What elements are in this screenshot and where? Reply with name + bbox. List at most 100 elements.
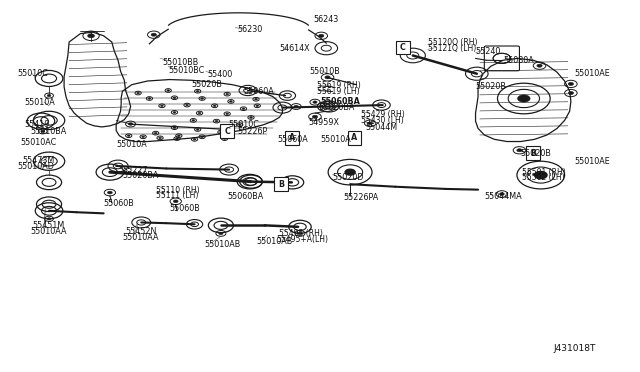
FancyBboxPatch shape [348,131,362,145]
Text: 55501 (RH): 55501 (RH) [522,168,566,177]
Circle shape [226,113,228,115]
Circle shape [250,117,252,118]
Text: 55619 (RH): 55619 (RH) [317,81,360,90]
Text: 55080A: 55080A [503,57,534,65]
Circle shape [167,90,170,91]
FancyBboxPatch shape [274,177,288,191]
Text: 55010AA: 55010AA [30,227,67,236]
Text: 55227: 55227 [122,166,148,175]
Text: 55010A: 55010A [116,140,147,148]
Text: A: A [351,134,358,142]
Circle shape [193,139,196,140]
Text: 55226PA: 55226PA [344,193,379,202]
Text: 55060A: 55060A [277,135,308,144]
Text: 55111 (LH): 55111 (LH) [156,191,198,201]
Text: C: C [224,127,230,136]
Text: 56230: 56230 [237,25,262,34]
Circle shape [213,105,216,106]
Text: 55020D: 55020D [333,173,364,182]
Circle shape [298,232,302,235]
Circle shape [142,136,145,138]
Circle shape [368,122,372,125]
Text: 55010AB: 55010AB [256,237,292,246]
Text: B: B [278,180,284,189]
Circle shape [312,115,317,118]
Circle shape [256,105,259,106]
Circle shape [226,93,228,95]
Circle shape [88,34,95,38]
Circle shape [129,123,132,125]
Circle shape [239,124,241,125]
Circle shape [242,108,244,109]
Circle shape [198,112,201,114]
Circle shape [201,136,204,138]
Text: 55010B: 55010B [309,67,340,76]
Circle shape [230,101,232,102]
Text: 55010AC: 55010AC [20,138,56,147]
Text: 55400: 55400 [207,70,232,79]
Circle shape [534,171,547,179]
Circle shape [127,135,130,137]
Text: 54959X: 54959X [308,118,340,128]
Text: 55020B: 55020B [191,80,222,89]
Text: 55473M: 55473M [22,156,54,165]
Text: 55010BC: 55010BC [168,65,204,74]
Text: 56243: 56243 [314,15,339,23]
Circle shape [196,90,199,92]
Circle shape [313,101,317,103]
Text: 55010BA: 55010BA [30,127,67,136]
Text: B: B [530,149,536,158]
Text: 55010AB: 55010AB [204,240,240,249]
Text: 55060BA: 55060BA [320,97,360,106]
Circle shape [215,121,218,122]
Circle shape [223,138,226,140]
Text: 55010AA: 55010AA [122,233,159,242]
Circle shape [173,112,176,113]
FancyBboxPatch shape [526,146,540,160]
Text: 55121Q (LH): 55121Q (LH) [428,44,476,53]
Circle shape [220,131,222,133]
Circle shape [294,105,298,108]
Text: 55419: 55419 [24,120,49,129]
Circle shape [154,132,157,134]
Text: J431018T: J431018T [554,344,596,353]
Circle shape [177,135,180,137]
Circle shape [219,232,223,235]
Circle shape [41,130,45,132]
Text: 55020B: 55020B [521,149,552,158]
Text: C: C [400,43,406,52]
Text: 55010A: 55010A [320,135,351,144]
Text: 55010C: 55010C [228,120,259,129]
Circle shape [148,98,150,99]
Circle shape [108,191,112,194]
Circle shape [499,193,504,195]
Text: 54614X: 54614X [279,44,310,53]
Circle shape [161,105,163,106]
Text: 55240: 55240 [476,46,501,55]
Text: 55120Q (RH): 55120Q (RH) [428,38,477,47]
Circle shape [201,98,204,99]
Text: 55020BA: 55020BA [319,103,355,112]
Circle shape [173,200,178,203]
Text: 55619 (LH): 55619 (LH) [317,87,360,96]
Circle shape [568,82,573,86]
Text: 55020BA: 55020BA [122,171,159,180]
Circle shape [518,95,530,102]
Circle shape [176,138,179,140]
Text: 55010A: 55010A [24,98,54,108]
Text: 55010BB: 55010BB [162,58,198,67]
Text: 55010AE: 55010AE [575,69,611,78]
Circle shape [159,137,161,139]
Circle shape [568,92,573,94]
Circle shape [517,149,522,152]
Text: 55044M: 55044M [365,123,397,132]
Text: 55020B: 55020B [476,82,506,91]
FancyBboxPatch shape [220,124,234,138]
Circle shape [173,97,176,99]
Circle shape [47,94,51,97]
Circle shape [186,104,188,106]
FancyBboxPatch shape [285,131,299,145]
Text: 55495+A(LH): 55495+A(LH) [276,235,328,244]
Circle shape [173,127,176,128]
Text: 55010AD: 55010AD [18,162,54,171]
